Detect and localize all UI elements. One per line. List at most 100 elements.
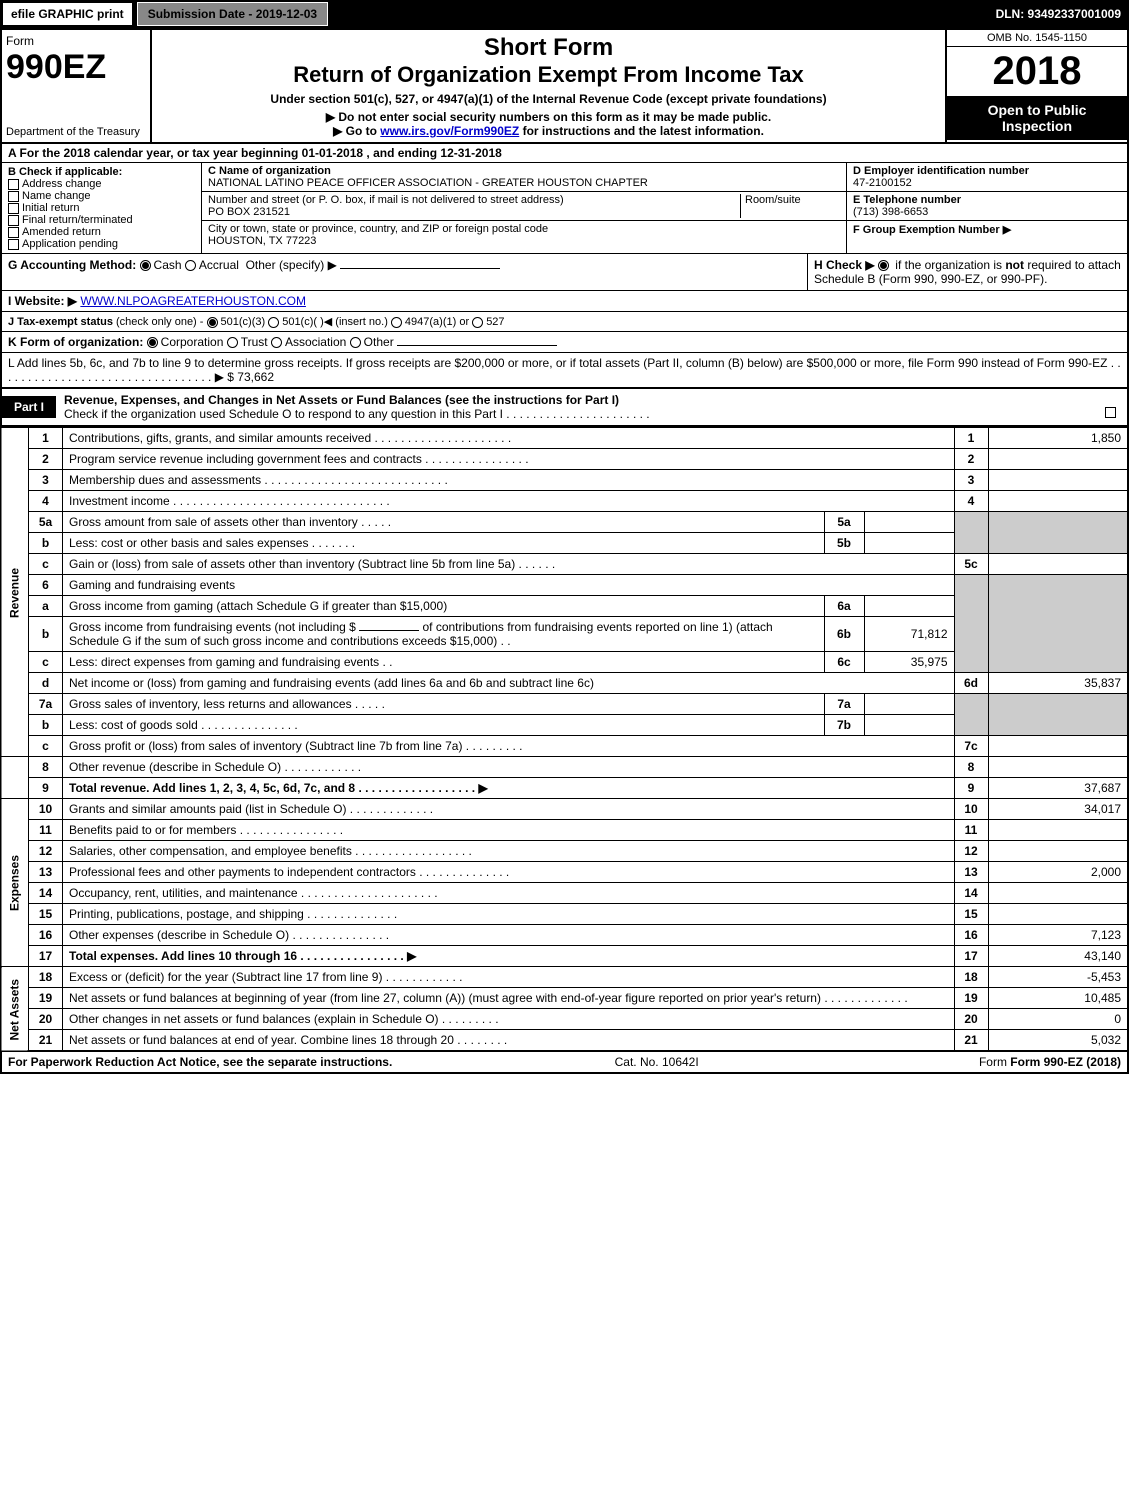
l14-amt xyxy=(988,883,1128,904)
radio-501c[interactable] xyxy=(268,317,279,328)
l5c-desc: Gain or (loss) from sale of assets other… xyxy=(63,554,955,575)
l6d-amt: 35,837 xyxy=(988,673,1128,694)
radio-501c3[interactable] xyxy=(207,317,218,328)
col-b: B Check if applicable: Address change Na… xyxy=(2,163,202,253)
l-text: L Add lines 5b, 6c, and 7b to line 9 to … xyxy=(8,356,1121,384)
b-item-1: Name change xyxy=(22,190,91,202)
l2-rn: 2 xyxy=(954,449,988,470)
l2-amt xyxy=(988,449,1128,470)
l6a-sv xyxy=(864,596,954,617)
l10-rn: 10 xyxy=(954,799,988,820)
line-15: 15 Printing, publications, postage, and … xyxy=(1,904,1128,925)
l5c-num: c xyxy=(29,554,63,575)
website-link[interactable]: WWW.NLPOAGREATERHOUSTON.COM xyxy=(80,294,306,308)
l7c-desc: Gross profit or (loss) from sales of inv… xyxy=(63,736,955,757)
b-item-4: Amended return xyxy=(22,226,101,238)
l6c-sn: 6c xyxy=(824,652,864,673)
l18-num: 18 xyxy=(29,967,63,988)
l7c-num: c xyxy=(29,736,63,757)
l21-num: 21 xyxy=(29,1030,63,1052)
l15-desc: Printing, publications, postage, and shi… xyxy=(63,904,955,925)
l2-num: 2 xyxy=(29,449,63,470)
row-a-end: 12-31-2018 xyxy=(440,146,501,160)
footer-mid: Cat. No. 10642I xyxy=(392,1055,921,1069)
l-amount: $ 73,662 xyxy=(227,370,274,384)
j-sub: (check only one) - xyxy=(116,316,203,328)
l14-desc: Occupancy, rent, utilities, and maintena… xyxy=(63,883,955,904)
l6b-num: b xyxy=(29,617,63,652)
goto-post: for instructions and the latest informat… xyxy=(523,124,764,138)
ein-label: D Employer identification number xyxy=(853,165,1029,177)
l6c-num: c xyxy=(29,652,63,673)
l20-rn: 20 xyxy=(954,1009,988,1030)
irs-link[interactable]: www.irs.gov/Form990EZ xyxy=(380,124,519,138)
l12-rn: 12 xyxy=(954,841,988,862)
line-14: 14 Occupancy, rent, utilities, and maint… xyxy=(1,883,1128,904)
col-d: D Employer identification number 47-2100… xyxy=(847,163,1127,253)
l6b-sv: 71,812 xyxy=(864,617,954,652)
l15-num: 15 xyxy=(29,904,63,925)
ein-value: 47-2100152 xyxy=(853,177,912,189)
footer-left: For Paperwork Reduction Act Notice, see … xyxy=(8,1055,392,1069)
page-footer: For Paperwork Reduction Act Notice, see … xyxy=(0,1052,1129,1074)
h-not: not xyxy=(1005,258,1024,272)
radio-other-org[interactable] xyxy=(350,337,361,348)
grey-5ab xyxy=(954,512,988,554)
radio-assoc[interactable] xyxy=(271,337,282,348)
l5a-sn: 5a xyxy=(824,512,864,533)
line-21: 21 Net assets or fund balances at end of… xyxy=(1,1030,1128,1052)
l6b-pre: Gross income from fundraising events (no… xyxy=(69,620,359,634)
l7b-sv xyxy=(864,715,954,736)
section-bcd: B Check if applicable: Address change Na… xyxy=(0,163,1129,254)
chk-name-change[interactable]: Name change xyxy=(8,190,195,202)
col-c: C Name of organization NATIONAL LATINO P… xyxy=(202,163,847,253)
l3-num: 3 xyxy=(29,470,63,491)
l17-num: 17 xyxy=(29,946,63,967)
c-city-label: City or town, state or province, country… xyxy=(208,223,548,235)
return-title: Return of Organization Exempt From Incom… xyxy=(156,62,941,88)
l9-amt: 37,687 xyxy=(988,778,1128,799)
l19-rn: 19 xyxy=(954,988,988,1009)
l4-rn: 4 xyxy=(954,491,988,512)
chk-amended-return[interactable]: Amended return xyxy=(8,226,195,238)
line-7a: 7a Gross sales of inventory, less return… xyxy=(1,694,1128,715)
g-cash: Cash xyxy=(154,258,182,272)
l16-rn: 16 xyxy=(954,925,988,946)
radio-trust[interactable] xyxy=(227,337,238,348)
radio-cash[interactable] xyxy=(140,260,151,271)
line-5a: 5a Gross amount from sale of assets othe… xyxy=(1,512,1128,533)
chk-application-pending[interactable]: Application pending xyxy=(8,238,195,250)
b-item-5: Application pending xyxy=(22,238,118,250)
l6b-blank xyxy=(359,630,419,631)
l12-num: 12 xyxy=(29,841,63,862)
checkbox-icon xyxy=(8,179,19,190)
radio-527[interactable] xyxy=(472,317,483,328)
chk-final-return[interactable]: Final return/terminated xyxy=(8,214,195,226)
l19-amt: 10,485 xyxy=(988,988,1128,1009)
radio-4947[interactable] xyxy=(391,317,402,328)
radio-corp[interactable] xyxy=(147,337,158,348)
vlabel-revenue: Revenue xyxy=(1,428,29,757)
l1-amt: 1,850 xyxy=(988,428,1128,449)
line-20: 20 Other changes in net assets or fund b… xyxy=(1,1009,1128,1030)
part1-checkbox[interactable] xyxy=(1105,407,1116,418)
chk-address-change[interactable]: Address change xyxy=(8,178,195,190)
g-other-line xyxy=(340,268,500,269)
l18-desc: Excess or (deficit) for the year (Subtra… xyxy=(63,967,955,988)
goto-line: ▶ Go to www.irs.gov/Form990EZ for instru… xyxy=(156,124,941,138)
l19-num: 19 xyxy=(29,988,63,1009)
form-header: Form 990EZ Department of the Treasury Sh… xyxy=(0,28,1129,144)
radio-h[interactable] xyxy=(878,260,889,271)
l2-desc: Program service revenue including govern… xyxy=(63,449,955,470)
line-12: 12 Salaries, other compensation, and emp… xyxy=(1,841,1128,862)
efile-graphic-print[interactable]: efile GRAPHIC print xyxy=(2,2,133,26)
l16-amt: 7,123 xyxy=(988,925,1128,946)
tax-year: 2018 xyxy=(947,47,1127,96)
k-o4: Other xyxy=(364,335,394,349)
chk-initial-return[interactable]: Initial return xyxy=(8,202,195,214)
i-label: I Website: ▶ xyxy=(8,294,77,308)
radio-accrual[interactable] xyxy=(185,260,196,271)
l4-amt xyxy=(988,491,1128,512)
l13-num: 13 xyxy=(29,862,63,883)
vlabel-expenses: Expenses xyxy=(1,799,29,967)
